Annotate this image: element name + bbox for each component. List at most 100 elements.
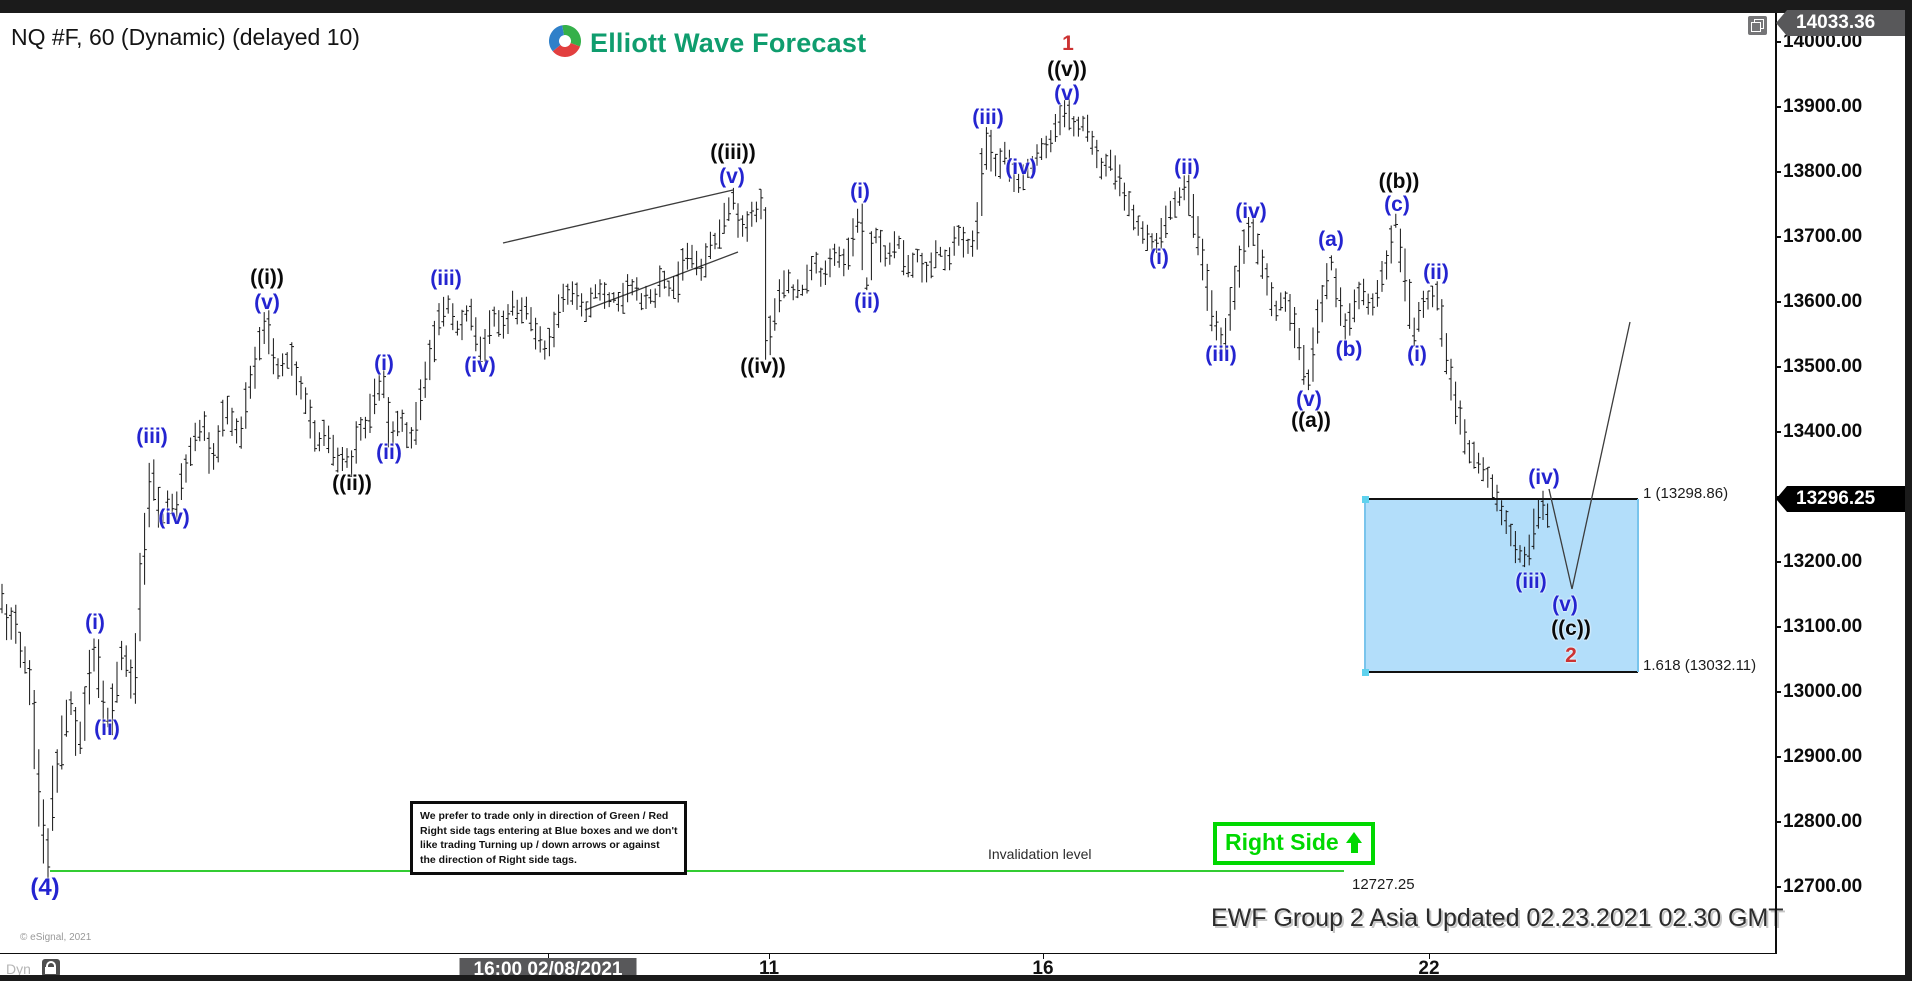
wave-label: (c) xyxy=(1384,193,1410,216)
note-line-1: We prefer to trade only in direction of … xyxy=(420,810,669,822)
wave-label: (iii) xyxy=(1205,343,1237,366)
fib-target-bottom-label: 1.618 (13032.11) xyxy=(1643,657,1757,674)
wave-label: (iii) xyxy=(972,106,1004,129)
window-top-bar xyxy=(0,0,1912,13)
price-tick-dash xyxy=(1775,821,1781,823)
wave-label: (iii) xyxy=(136,425,168,448)
restore-window-icon[interactable] xyxy=(1748,16,1767,35)
price-tick-dash xyxy=(1775,106,1781,108)
time-axis-label: 22 xyxy=(1418,958,1440,979)
trading-note-box: We prefer to trade only in direction of … xyxy=(410,801,688,875)
wave-label: (iv) xyxy=(1235,200,1267,223)
price-tick-dash xyxy=(1775,236,1781,238)
price-tick-dash xyxy=(1775,756,1781,758)
price-tick-label: 13900.00 xyxy=(1783,96,1863,117)
wave-label: (i) xyxy=(374,352,394,375)
time-tick xyxy=(1043,953,1044,959)
wave-label: ((iv)) xyxy=(740,355,786,378)
ohlc-bars xyxy=(0,96,1550,884)
price-tick-label: 12800.00 xyxy=(1783,811,1863,832)
price-tick-dash xyxy=(1775,431,1781,433)
wave-label: (ii) xyxy=(1174,156,1200,179)
price-tick-label: 12900.00 xyxy=(1783,746,1863,767)
price-tick-dash xyxy=(1775,886,1781,888)
logo-swirl-icon xyxy=(548,24,582,63)
invalidation-label: Invalidation level xyxy=(988,846,1092,862)
time-axis-border xyxy=(0,953,1777,954)
wave-label: (iii) xyxy=(430,267,462,290)
logo-text: Elliott Wave Forecast xyxy=(590,28,867,58)
price-tick-label: 13200.00 xyxy=(1783,551,1863,572)
wave-label: (i) xyxy=(1149,246,1169,269)
time-tick xyxy=(769,953,770,959)
wave-label: (i) xyxy=(1407,343,1427,366)
trendlines-layer xyxy=(50,189,1631,872)
wave-label: (ii) xyxy=(854,290,880,313)
wave-label: ((b)) xyxy=(1378,170,1420,193)
price-tick-dash xyxy=(1775,171,1781,173)
esignal-copyright: © eSignal, 2021 xyxy=(20,932,92,943)
wave-label: (ii) xyxy=(376,441,402,464)
wave-label: (v) xyxy=(1296,388,1322,411)
wave-label: (v) xyxy=(1054,82,1080,105)
price-tick-label: 13000.00 xyxy=(1783,681,1863,702)
note-line-2: Right side tags entering at Blue boxes a… xyxy=(420,824,678,837)
brand-logo: Elliott Wave Forecast xyxy=(548,24,866,63)
wave-label: (a) xyxy=(1318,228,1344,251)
invalidation-price-label: 12727.25 xyxy=(1352,876,1415,893)
wave-label: (iv) xyxy=(158,506,190,529)
price-tick-dash xyxy=(1775,561,1781,563)
wave-label: (iv) xyxy=(1528,466,1560,489)
fib-target-top-label: 1 (13298.86) xyxy=(1643,485,1729,502)
price-tick-dash xyxy=(1775,41,1781,43)
wave-label: (4) xyxy=(30,874,60,901)
price-tick-label: 12700.00 xyxy=(1783,876,1863,897)
wave-label: ((a)) xyxy=(1291,409,1331,432)
price-tick-label: 13700.00 xyxy=(1783,226,1863,247)
price-axis-border xyxy=(1775,13,1777,953)
time-tick xyxy=(1429,953,1430,959)
wave-label: (iv) xyxy=(1005,156,1037,179)
wave-label: 2 xyxy=(1565,644,1577,667)
wave-label: ((v)) xyxy=(1047,58,1087,81)
price-tick-label: 13600.00 xyxy=(1783,291,1863,312)
price-tick-label: 13100.00 xyxy=(1783,616,1863,637)
up-arrow-icon xyxy=(1345,831,1363,854)
price-tick-label: 13400.00 xyxy=(1783,421,1863,442)
wave-label: (i) xyxy=(850,180,870,203)
blue-target-box[interactable] xyxy=(1362,496,1639,676)
dynamic-mode-label: Dyn xyxy=(6,961,31,977)
wave-label: (b) xyxy=(1335,338,1363,361)
wave-label: (ii) xyxy=(1423,261,1449,284)
price-tick-label: 13800.00 xyxy=(1783,161,1863,182)
current-price-badge: 13296.25 xyxy=(1776,486,1906,512)
note-line-4: the direction of Right side tags. xyxy=(420,853,577,866)
right-side-label: Right Side xyxy=(1225,829,1339,855)
price-tick-label: 13500.00 xyxy=(1783,356,1863,377)
note-line-3: like trading Turning up / down arrows or… xyxy=(420,839,660,851)
price-tick-dash xyxy=(1775,301,1781,303)
price-tick-dash xyxy=(1775,366,1781,368)
window-bottom-bar xyxy=(0,975,1912,981)
wave-label: (v) xyxy=(254,291,280,314)
session-high-badge: 14033.36 xyxy=(1776,10,1906,36)
wave-label: (v) xyxy=(1552,593,1578,616)
wave-label: (i) xyxy=(85,611,105,634)
lock-icon[interactable] xyxy=(42,959,60,977)
time-axis-label: 11 xyxy=(758,958,780,979)
price-tick-dash xyxy=(1775,691,1781,693)
time-axis-label: 16 xyxy=(1032,958,1054,979)
window-right-bar xyxy=(1905,0,1912,981)
wave-label: ((i)) xyxy=(250,266,284,289)
price-tick-label: 14000.00 xyxy=(1783,31,1863,52)
time-tick xyxy=(548,953,549,959)
wave-label: ((ii)) xyxy=(332,472,372,495)
wave-label: (v) xyxy=(719,165,745,188)
right-side-tag: Right Side xyxy=(1213,822,1375,865)
chart-title: NQ #F, 60 (Dynamic) (delayed 10) xyxy=(11,24,360,50)
price-tick-dash xyxy=(1775,626,1781,628)
update-credit-text: EWF Group 2 Asia Updated 02.23.2021 02.3… xyxy=(1211,904,1784,932)
wave-label: 1 xyxy=(1062,32,1074,55)
